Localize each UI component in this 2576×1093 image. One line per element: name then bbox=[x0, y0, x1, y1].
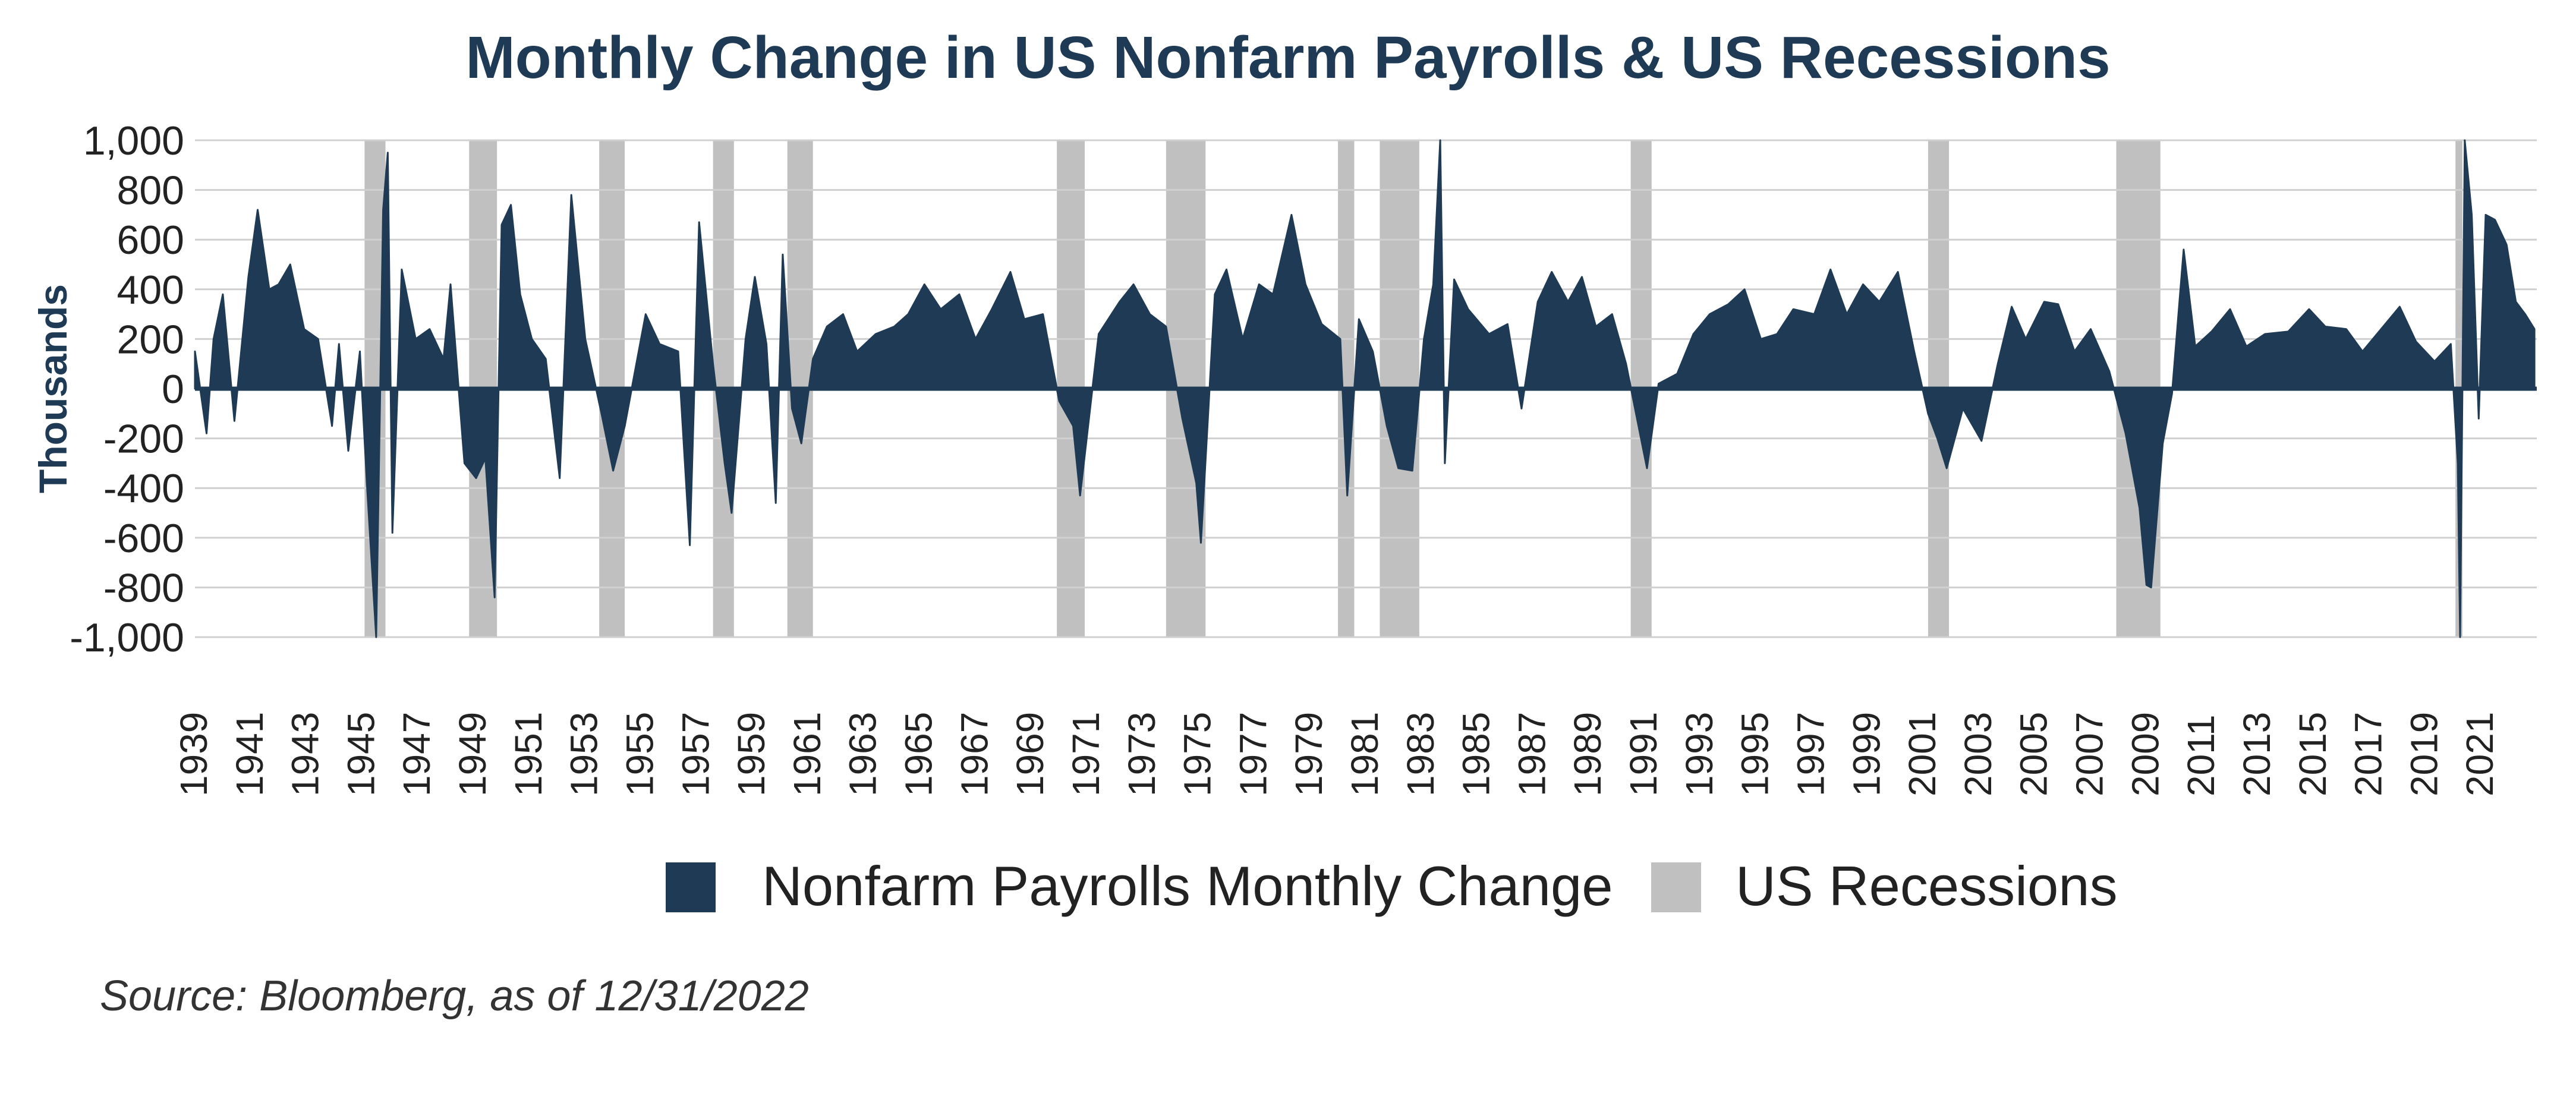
x-tick-label: 2019 bbox=[2402, 712, 2445, 796]
x-tick-label: 1943 bbox=[284, 712, 327, 796]
y-tick-label: 1,000 bbox=[83, 118, 184, 163]
y-axis-label: Thousands bbox=[31, 284, 75, 493]
x-tick-label: 1995 bbox=[1734, 712, 1777, 796]
x-tick-label: 2015 bbox=[2291, 712, 2334, 796]
x-tick-label: 2021 bbox=[2458, 712, 2501, 796]
x-tick-label: 1967 bbox=[953, 712, 996, 796]
x-tick-label: 1947 bbox=[395, 712, 438, 796]
x-tick-label: 2009 bbox=[2124, 712, 2166, 796]
legend-label-payrolls: Nonfarm Payrolls Monthly Change bbox=[762, 855, 1613, 917]
x-tick-label: 1997 bbox=[1789, 712, 1832, 796]
x-tick-label: 1963 bbox=[842, 712, 884, 796]
x-tick-label: 1955 bbox=[618, 712, 661, 796]
x-tick-label: 1999 bbox=[1845, 712, 1888, 796]
x-tick-labels: 1939 1941 1943 1945 1947 1949 1951 1953 1955 1957… bbox=[172, 712, 2501, 796]
x-tick-label: 1961 bbox=[786, 712, 829, 796]
x-tick-label: 1987 bbox=[1510, 712, 1553, 796]
x-tick-label: 1939 bbox=[172, 712, 215, 796]
legend: Nonfarm Payrolls Monthly Change US Reces… bbox=[666, 855, 2118, 917]
x-tick-label: 1957 bbox=[674, 712, 717, 796]
y-tick-label: -800 bbox=[103, 565, 184, 610]
x-tick-label: 1949 bbox=[451, 712, 494, 796]
x-tick-label: 2011 bbox=[2180, 714, 2222, 796]
x-tick-label: 2003 bbox=[1957, 712, 1999, 796]
x-tick-label: 2005 bbox=[2013, 712, 2055, 796]
x-tick-label: 1945 bbox=[339, 712, 382, 796]
x-tick-label: 1973 bbox=[1120, 712, 1163, 796]
y-tick-label: 600 bbox=[117, 218, 184, 263]
x-tick-label: 1959 bbox=[730, 712, 773, 796]
x-tick-label: 2007 bbox=[2068, 712, 2111, 796]
legend-label-recessions: US Recessions bbox=[1736, 855, 2118, 917]
x-tick-label: 1971 bbox=[1065, 712, 1107, 796]
y-tick-label: 200 bbox=[117, 317, 184, 362]
chart-title: Monthly Change in US Nonfarm Payrolls & … bbox=[465, 24, 2111, 91]
x-tick-label: 1969 bbox=[1009, 712, 1051, 796]
x-tick-label: 1953 bbox=[563, 712, 606, 796]
y-tick-label: -200 bbox=[103, 417, 184, 462]
x-tick-label: 1965 bbox=[897, 712, 940, 796]
x-tick-label: 1989 bbox=[1566, 712, 1609, 796]
x-tick-label: 1981 bbox=[1343, 712, 1386, 796]
x-tick-label: 1941 bbox=[228, 712, 271, 796]
y-tick-label: 400 bbox=[117, 267, 184, 313]
x-tick-label: 1993 bbox=[1678, 712, 1721, 796]
x-tick-label: 1951 bbox=[507, 712, 550, 796]
x-tick-label: 2013 bbox=[2235, 712, 2278, 796]
x-tick-label: 2001 bbox=[1901, 712, 1944, 796]
y-tick-label: -1,000 bbox=[70, 615, 184, 660]
x-tick-label: 1991 bbox=[1622, 712, 1665, 796]
x-tick-label: 1979 bbox=[1287, 712, 1330, 796]
source-note: Source: Bloomberg, as of 12/31/2022 bbox=[100, 972, 809, 1020]
y-tick-label: 0 bbox=[162, 367, 184, 412]
x-tick-label: 1975 bbox=[1176, 712, 1219, 796]
y-tick-label: 800 bbox=[117, 168, 184, 213]
x-tick-label: 1977 bbox=[1232, 712, 1274, 796]
legend-swatch-payrolls bbox=[666, 862, 716, 912]
x-tick-label: 1985 bbox=[1455, 712, 1498, 796]
x-tick-label: 1983 bbox=[1399, 712, 1442, 796]
y-tick-label: -600 bbox=[103, 516, 184, 561]
x-tick-label: 2017 bbox=[2347, 712, 2390, 796]
legend-swatch-recessions bbox=[1651, 862, 1701, 912]
y-tick-label: -400 bbox=[103, 466, 184, 511]
